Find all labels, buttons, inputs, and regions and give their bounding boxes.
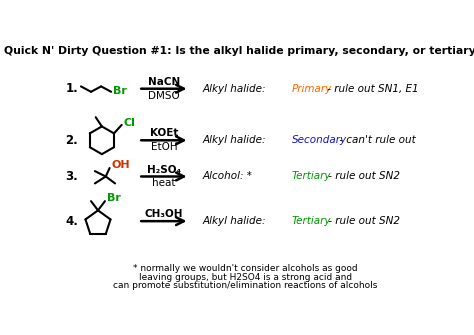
- Text: 2.: 2.: [65, 134, 78, 147]
- Text: Alkyl halide:: Alkyl halide:: [202, 216, 266, 226]
- Text: * normally we wouldn't consider alcohols as good: * normally we wouldn't consider alcohols…: [133, 264, 357, 273]
- Text: CH₃OH: CH₃OH: [145, 209, 183, 219]
- Text: leaving groups, but H2SO4 is a strong acid and: leaving groups, but H2SO4 is a strong ac…: [139, 273, 352, 282]
- Text: Br: Br: [113, 86, 128, 96]
- Text: KOEt: KOEt: [150, 128, 178, 138]
- Text: EtOH: EtOH: [151, 142, 177, 152]
- Text: Cl: Cl: [123, 118, 135, 128]
- Text: Quick N' Dirty Question #1: Is the alkyl halide primary, secondary, or tertiary?: Quick N' Dirty Question #1: Is the alkyl…: [4, 46, 474, 56]
- Text: Br: Br: [107, 193, 120, 203]
- Text: Secondary: Secondary: [292, 135, 347, 145]
- Text: H₂SO₄: H₂SO₄: [147, 164, 181, 175]
- Text: can promote substitution/elimination reactions of alcohols: can promote substitution/elimination rea…: [113, 281, 377, 290]
- Text: - rule out SN1, E1: - rule out SN1, E1: [324, 84, 419, 94]
- Text: DMSO: DMSO: [148, 91, 180, 100]
- Text: Tertiary: Tertiary: [292, 216, 331, 226]
- Text: - rule out SN2: - rule out SN2: [325, 172, 400, 182]
- Text: 1.: 1.: [65, 82, 78, 95]
- Text: OH: OH: [112, 160, 130, 170]
- Text: 4.: 4.: [65, 215, 78, 228]
- Text: NaCN: NaCN: [148, 77, 180, 87]
- Text: 3.: 3.: [65, 170, 78, 183]
- Text: Tertiary: Tertiary: [292, 172, 331, 182]
- Text: Alkyl halide:: Alkyl halide:: [202, 84, 266, 94]
- Text: Alkyl halide:: Alkyl halide:: [202, 135, 266, 145]
- Text: Alcohol: *: Alcohol: *: [202, 172, 253, 182]
- Text: - can't rule out: - can't rule out: [336, 135, 416, 145]
- Text: - rule out SN2: - rule out SN2: [325, 216, 400, 226]
- Text: heat: heat: [152, 179, 176, 188]
- Text: Primary: Primary: [292, 84, 332, 94]
